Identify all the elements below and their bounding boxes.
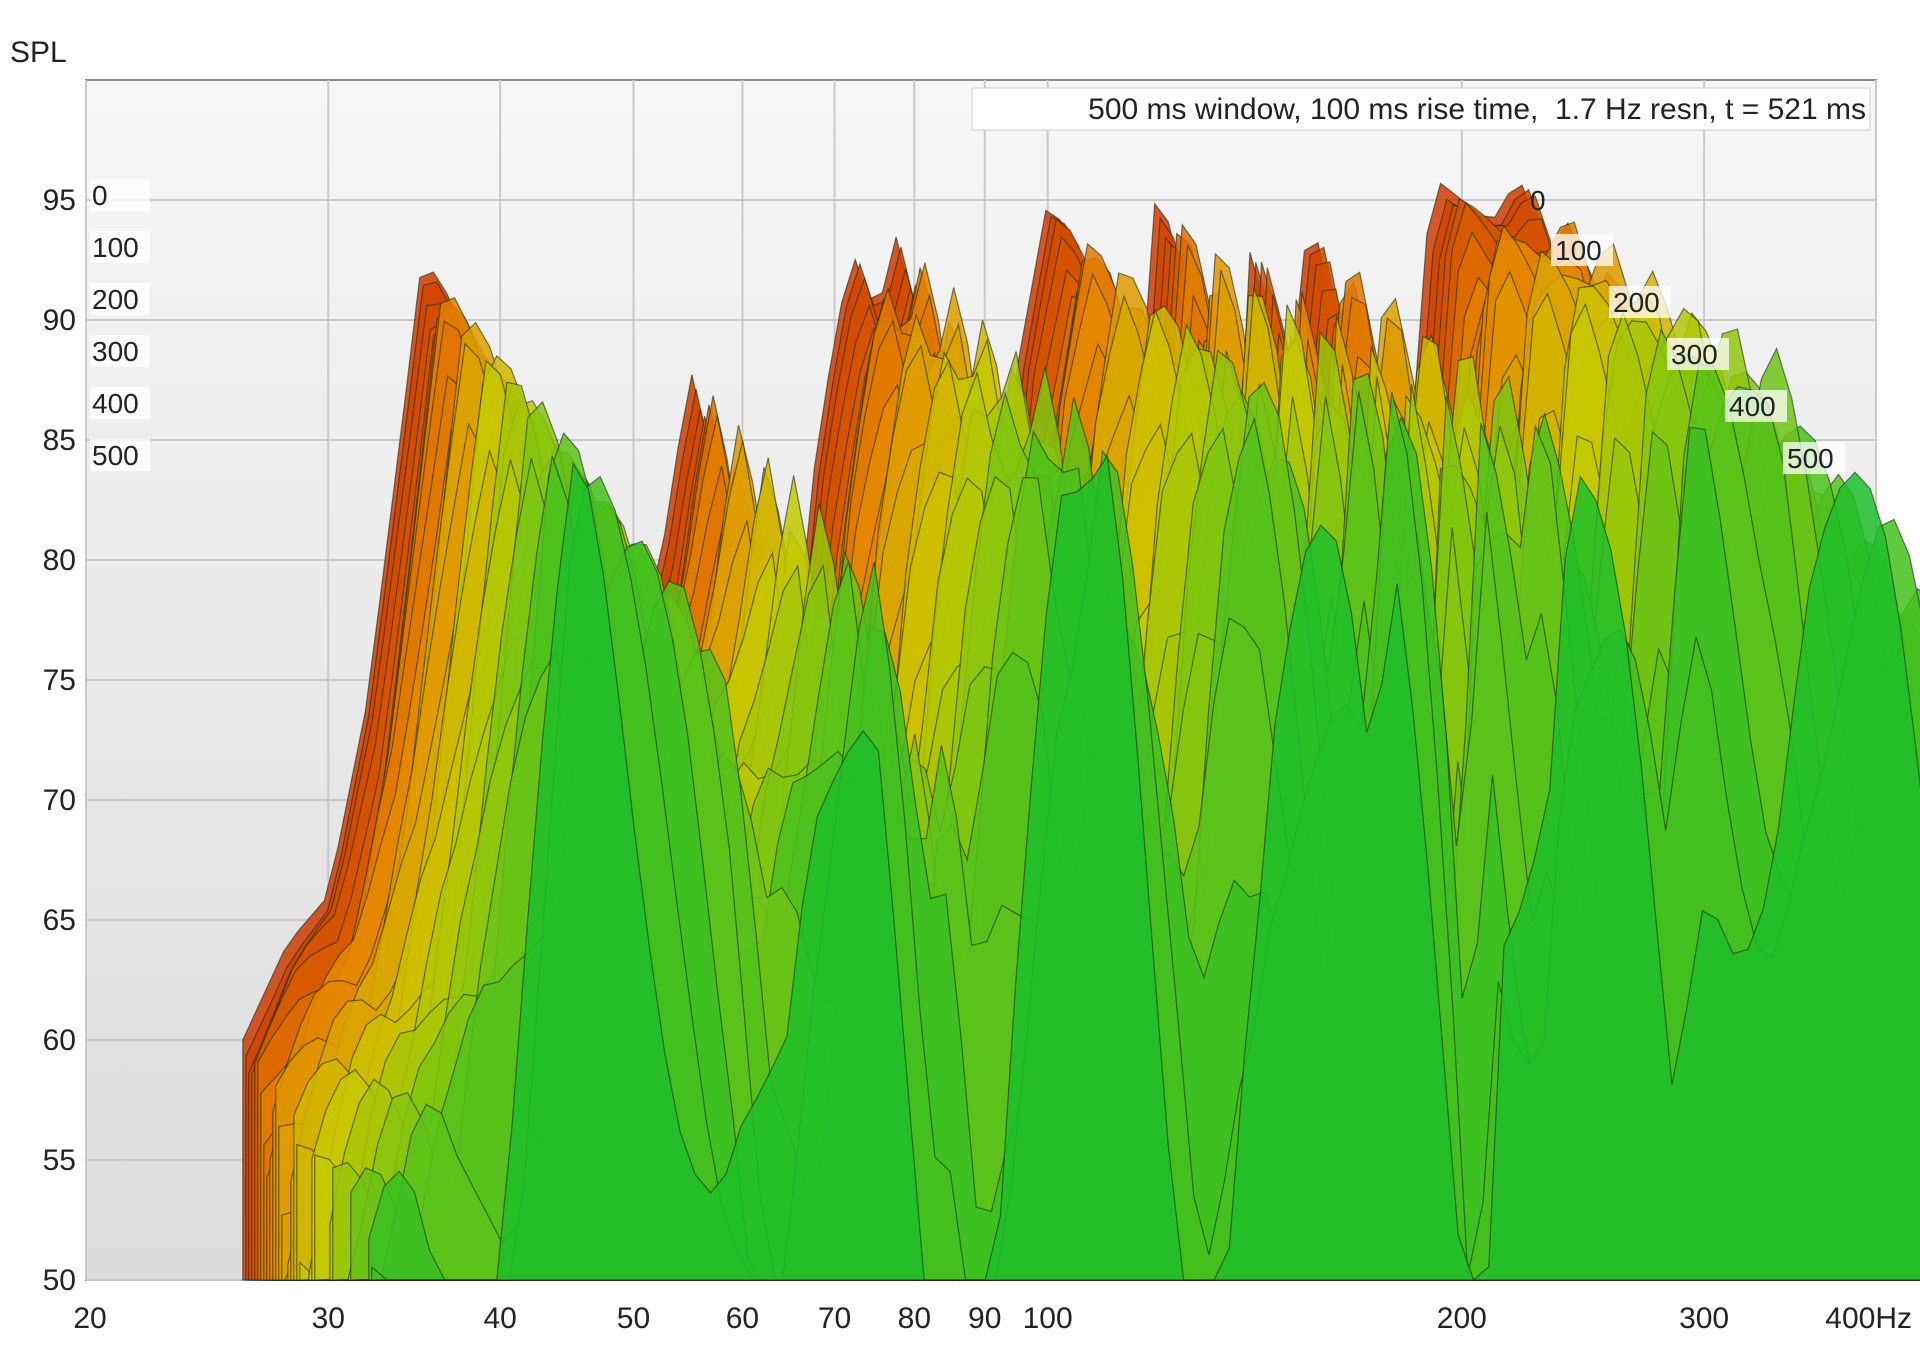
x-tick-label: 40	[483, 1302, 516, 1335]
y-tick-label: 65	[43, 904, 76, 937]
y-tick-label: 75	[43, 664, 76, 697]
time-tick-text: 200	[1613, 287, 1660, 318]
time-tick-label-left: 500	[90, 439, 150, 471]
x-tick-label: 30	[312, 1302, 345, 1335]
time-tick-label-right: 500	[1783, 442, 1845, 474]
time-tick-text: 300	[92, 336, 139, 367]
y-tick-label: 95	[43, 184, 76, 217]
x-tick-label: 80	[898, 1302, 931, 1335]
y-tick-label: 90	[43, 304, 76, 337]
x-tick-label: 300	[1679, 1302, 1729, 1335]
time-axis-labels: 0 0 100 100 200 200 300 300 400 400 500 500	[90, 179, 1845, 474]
waterfall-slice	[374, 454, 1920, 1282]
y-axis-label: SPL	[10, 36, 67, 69]
time-tick-label-right: 200	[1609, 286, 1671, 318]
time-tick-label-left: 100	[90, 231, 150, 263]
time-tick-label-right: 400	[1725, 390, 1787, 422]
x-tick-label: 400Hz	[1825, 1302, 1912, 1335]
y-tick-label: 85	[43, 424, 76, 457]
time-tick-label-right: 300	[1667, 338, 1729, 370]
time-tick-text: 300	[1671, 339, 1718, 370]
time-tick-text: 500	[92, 440, 139, 471]
time-tick-text: 0	[1530, 185, 1546, 216]
time-tick-label-left: 400	[90, 387, 150, 419]
time-tick-text: 400	[1729, 391, 1776, 422]
time-tick-label-left: 0	[90, 179, 150, 211]
time-tick-label-left: 300	[90, 335, 150, 367]
y-tick-label: 80	[43, 544, 76, 577]
y-tick-label: 70	[43, 784, 76, 817]
waterfall-slices	[242, 182, 1920, 1283]
y-tick-label: 50	[43, 1264, 76, 1297]
time-tick-text: 100	[92, 232, 139, 263]
time-tick-label-right: 100	[1551, 234, 1613, 266]
x-tick-label: 90	[968, 1302, 1001, 1335]
y-tick-label: 60	[43, 1024, 76, 1057]
time-tick-text: 400	[92, 388, 139, 419]
time-tick-text: 0	[92, 180, 108, 211]
axes: 95 90 85 80 75 70 65 60 55 50 20 30 40 50 60 70 80 90 100 2…	[43, 184, 1912, 1335]
x-tick-label: 70	[818, 1302, 851, 1335]
time-tick-text: 500	[1787, 443, 1834, 474]
time-tick-text: 100	[1555, 235, 1602, 266]
time-tick-label-left: 200	[90, 283, 150, 315]
x-tick-label: 60	[726, 1302, 759, 1335]
x-tick-label: 20	[73, 1302, 106, 1335]
time-tick-text: 200	[92, 284, 139, 315]
x-tick-label: 100	[1023, 1302, 1073, 1335]
x-tick-label: 200	[1437, 1302, 1487, 1335]
y-tick-label: 55	[43, 1144, 76, 1177]
annotation-box	[971, 87, 1871, 131]
x-tick-label: 50	[617, 1302, 650, 1335]
annotation-text: 500 ms window, 100 ms rise time, 1.7 Hz …	[1088, 93, 1866, 126]
